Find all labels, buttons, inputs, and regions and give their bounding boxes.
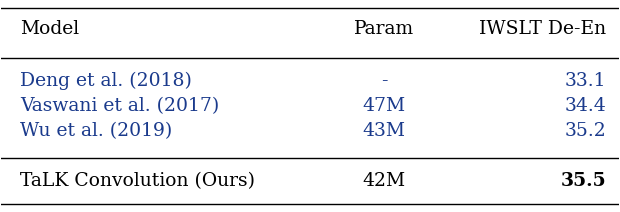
- Text: Deng et al. (2018): Deng et al. (2018): [20, 72, 192, 90]
- Text: 43M: 43M: [363, 122, 405, 140]
- Text: Model: Model: [20, 20, 79, 38]
- Text: IWSLT De-En: IWSLT De-En: [479, 20, 606, 38]
- Text: 34.4: 34.4: [565, 97, 606, 115]
- Text: -: -: [381, 72, 388, 90]
- Text: Wu et al. (2019): Wu et al. (2019): [20, 122, 172, 140]
- Text: 42M: 42M: [363, 172, 405, 190]
- Text: 35.5: 35.5: [560, 172, 606, 190]
- Text: Param: Param: [354, 20, 414, 38]
- Text: TaLK Convolution (Ours): TaLK Convolution (Ours): [20, 172, 255, 190]
- Text: 33.1: 33.1: [565, 72, 606, 90]
- Text: 35.2: 35.2: [565, 122, 606, 140]
- Text: 47M: 47M: [363, 97, 405, 115]
- Text: Vaswani et al. (2017): Vaswani et al. (2017): [20, 97, 219, 115]
